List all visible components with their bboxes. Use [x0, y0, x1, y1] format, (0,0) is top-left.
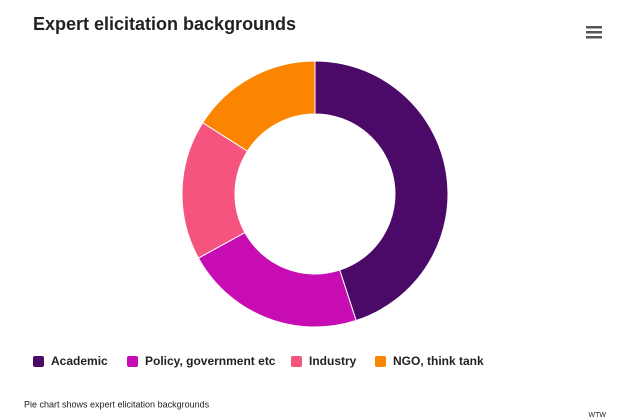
legend-label: Academic	[51, 354, 108, 368]
chart-title: Expert elicitation backgrounds	[33, 14, 296, 34]
legend-item[interactable]: Policy, government etc	[127, 354, 276, 368]
legend-label: Policy, government etc	[145, 354, 276, 368]
credit: WTW	[589, 412, 607, 419]
menu-bar	[586, 36, 602, 39]
legend-label: Industry	[309, 354, 357, 368]
legend-item[interactable]: NGO, think tank	[375, 354, 484, 368]
legend-swatch	[291, 356, 302, 367]
donut-slice	[202, 60, 316, 152]
legend-item[interactable]: Industry	[291, 354, 357, 368]
caption: Pie chart shows expert elicitation backg…	[24, 399, 210, 409]
menu-bar	[586, 31, 602, 34]
donut-slice	[197, 231, 357, 328]
donut-slice	[314, 60, 449, 322]
legend-swatch	[375, 356, 386, 367]
legend-label: NGO, think tank	[393, 354, 484, 368]
legend-item[interactable]: Academic	[33, 354, 108, 368]
legend-swatch	[33, 356, 44, 367]
legend-swatch	[127, 356, 138, 367]
menu-button[interactable]	[586, 26, 602, 39]
menu-bar	[586, 26, 602, 29]
